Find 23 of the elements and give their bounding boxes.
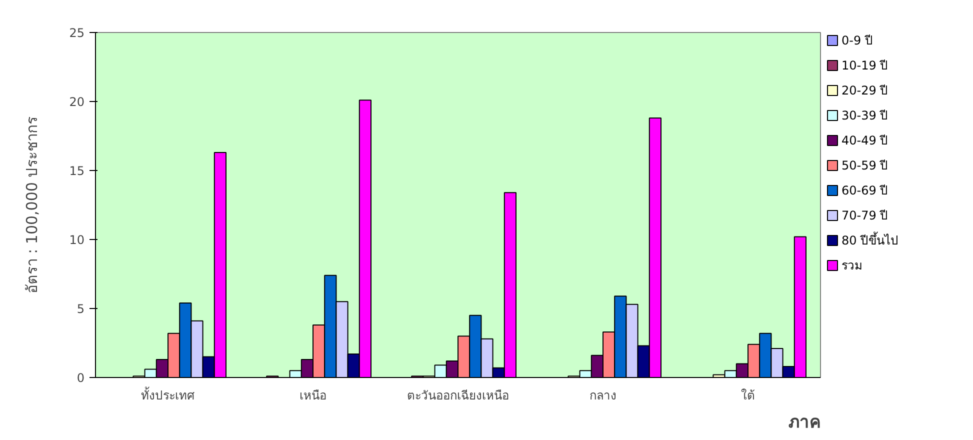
x-tick-label: กลาง bbox=[590, 388, 616, 402]
y-tick-label: 5 bbox=[76, 302, 85, 316]
legend-label: 40-49 ปี bbox=[842, 134, 888, 148]
legend-label: 0-9 ปี bbox=[842, 34, 873, 48]
legend-label: 70-79 ปี bbox=[842, 208, 888, 222]
x-tick-label: ตะวันออกเฉียงเหนือ bbox=[407, 388, 509, 402]
legend-label: 10-19 ปี bbox=[842, 58, 888, 72]
y-tick-label: 0 bbox=[76, 371, 85, 385]
legend-label: 80 ปีขึ้นไป bbox=[842, 232, 899, 248]
y-axis-title: อัตรา : 100,000 ประชากร bbox=[23, 116, 42, 294]
legend-label: 50-59 ปี bbox=[842, 158, 888, 172]
x-tick-label: เหนือ bbox=[300, 388, 326, 402]
legend-label: รวม bbox=[842, 258, 862, 272]
x-tick-label: ทั้งประเทศ bbox=[141, 386, 195, 402]
y-tick-label: 20 bbox=[69, 95, 85, 109]
x-tick-label: ใต้ bbox=[741, 388, 755, 402]
legend-label: 30-39 ปี bbox=[842, 108, 888, 122]
legend-label: 60-69 ปี bbox=[842, 184, 888, 198]
x-axis-title: ภาค bbox=[788, 412, 820, 432]
y-tick-label: 10 bbox=[69, 233, 85, 247]
y-tick-label: 15 bbox=[69, 164, 85, 178]
y-tick-label: 25 bbox=[69, 26, 85, 40]
legend-label: 20-29 ปี bbox=[842, 84, 888, 98]
